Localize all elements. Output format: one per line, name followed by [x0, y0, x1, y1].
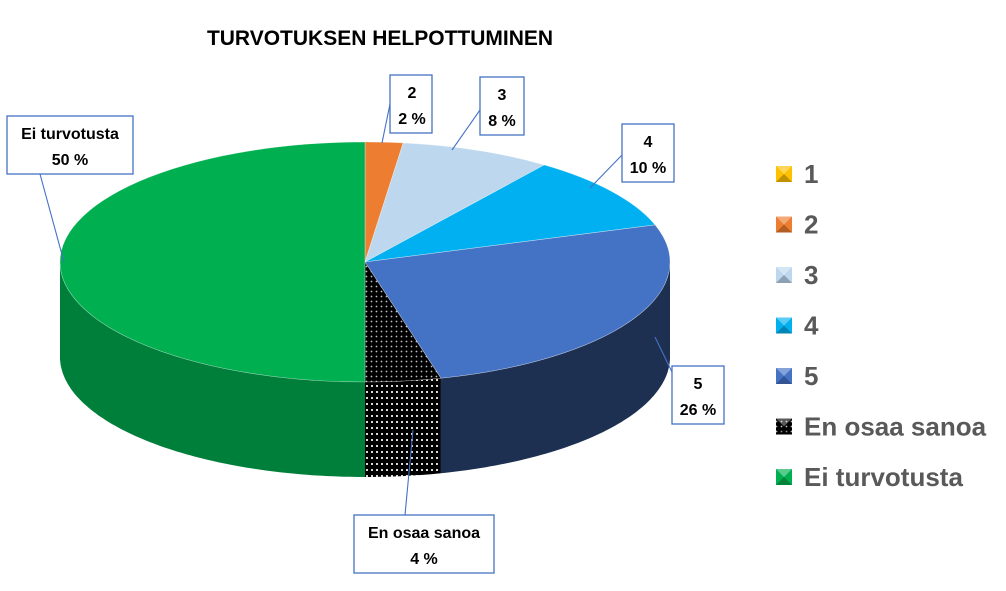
data-label-name: Ei turvotusta	[21, 126, 119, 143]
data-label-4: 4 10 %	[589, 123, 675, 189]
slice-5	[364, 224, 671, 379]
legend-swatch	[776, 166, 792, 182]
legend-label: En osaa sanoa	[804, 412, 987, 442]
legend-label: 4	[804, 311, 819, 341]
legend-swatch	[776, 267, 792, 283]
legend-swatch	[776, 368, 792, 384]
slice-4	[364, 164, 656, 263]
data-labels: 2 2 % 3 8 % 4 10 % 5 26 % En osaa sanoa 4 % Ei tur…	[6, 74, 725, 574]
slice-3	[364, 142, 546, 263]
legend-label: 3	[804, 260, 818, 290]
data-label-value: 8 %	[488, 113, 516, 130]
legend-swatch	[776, 418, 792, 435]
data-label-name: En osaa sanoa	[368, 525, 480, 542]
legend-label: 5	[804, 361, 818, 391]
data-label-value: 26 %	[680, 402, 716, 419]
legend-item-4: 4	[776, 311, 819, 341]
legend-item-2: 2	[776, 210, 818, 240]
data-label-value: 4 %	[410, 551, 438, 568]
chart-title: TURVOTUKSEN HELPOTTUMINEN	[207, 27, 553, 50]
legend-label: 1	[804, 159, 818, 189]
legend-label: Ei turvotusta	[804, 462, 963, 492]
data-label-name: 5	[694, 376, 703, 393]
legend-swatch	[776, 317, 792, 334]
legend-item-3: 3	[776, 260, 818, 290]
slice-side-en-osaa-sanoa	[365, 378, 441, 477]
leader-line	[451, 109, 481, 151]
data-label-value: 50 %	[52, 152, 88, 169]
data-label-name: 3	[498, 87, 507, 104]
slice-ei-turvotusta	[59, 141, 366, 383]
legend-label: 2	[804, 210, 818, 240]
data-label-5: 5 26 %	[654, 336, 725, 425]
pie-walls	[60, 262, 670, 477]
legend: 1 2 3 4 5 En osaa sanoa Ei turvotusta	[776, 159, 987, 492]
leader-line	[39, 173, 65, 263]
leader-line	[589, 154, 623, 189]
data-label-value: 2 %	[398, 111, 426, 128]
data-label-name: 2	[408, 85, 417, 102]
leader-line	[404, 429, 414, 516]
legend-item-5: 5	[776, 361, 818, 391]
leader-line	[654, 336, 673, 373]
data-label-2: 2 2 %	[381, 74, 433, 144]
leader-line	[381, 103, 391, 144]
data-label-value: 10 %	[630, 160, 666, 177]
data-label-name: 4	[644, 134, 653, 151]
legend-swatch	[776, 216, 792, 233]
pie-slices	[59, 141, 671, 383]
slice-side-5	[440, 262, 670, 474]
data-label-en-osaa-sanoa: En osaa sanoa 4 %	[353, 429, 495, 574]
legend-item-1: 1	[776, 159, 818, 189]
legend-item-en-osaa-sanoa: En osaa sanoa	[776, 412, 987, 442]
slice-side-ei-turvotusta	[60, 262, 365, 477]
legend-swatch	[776, 469, 792, 485]
data-label-3: 3 8 %	[451, 76, 525, 151]
legend-item-ei-turvotusta: Ei turvotusta	[776, 462, 963, 492]
data-label-ei-turvotusta: Ei turvotusta 50 %	[6, 115, 134, 263]
